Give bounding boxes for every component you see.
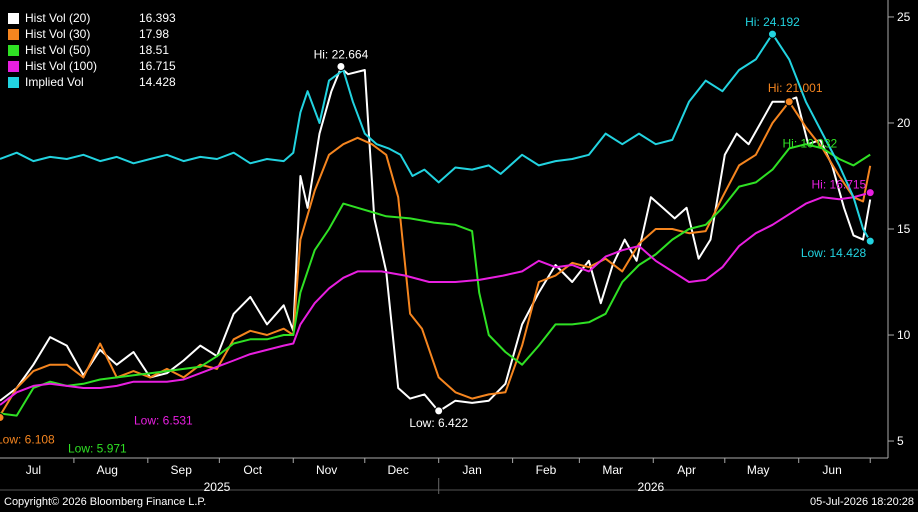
x-tick-label: Feb xyxy=(536,463,557,477)
x-tick-label: Mar xyxy=(602,463,623,477)
legend-last-value: 16.715 xyxy=(139,59,176,73)
legend-item: Hist Vol (50) 18.51 xyxy=(8,42,176,58)
annotation-label: Low: 6.108 xyxy=(0,433,55,447)
annotation-marker xyxy=(434,406,444,416)
y-tick-label: 15 xyxy=(897,222,911,236)
series-line-hist-vol-50- xyxy=(0,143,871,417)
annotation-label: Low: 14.428 xyxy=(801,246,867,260)
x-tick-label: Sep xyxy=(171,463,193,477)
y-tick-label: 25 xyxy=(897,10,911,24)
legend-swatch xyxy=(8,44,19,56)
legend-swatch xyxy=(8,60,19,72)
annotation-label: Low: 6.531 xyxy=(134,414,193,428)
x-tick-label: Jun xyxy=(822,463,841,477)
year-label: 2026 xyxy=(638,480,665,494)
annotation-label: Hi: 24.192 xyxy=(745,15,800,29)
legend-series-name: Hist Vol (50) xyxy=(25,43,91,57)
annotation-label: Low: 5.971 xyxy=(68,441,127,455)
annotation-label: Hi: 19.032 xyxy=(783,137,838,151)
timestamp-text: 05-Jul-2026 18:20:28 xyxy=(810,496,914,508)
annotation-label: Hi: 16.715 xyxy=(812,178,867,192)
legend-swatch xyxy=(8,76,19,88)
x-tick-label: Jul xyxy=(26,463,41,477)
legend-item: Hist Vol (20) 16.393 xyxy=(8,10,176,26)
series-line-hist-vol-30- xyxy=(0,100,872,417)
annotation-marker xyxy=(784,97,794,107)
legend-last-value: 16.393 xyxy=(139,11,176,25)
annotation-label: Low: 6.422 xyxy=(409,416,468,430)
annotation-marker xyxy=(767,29,777,39)
annotation-marker xyxy=(865,236,875,246)
x-tick-label: Aug xyxy=(97,463,118,477)
y-tick-label: 10 xyxy=(897,328,911,342)
x-tick-label: Apr xyxy=(677,463,696,477)
legend-item: Hist Vol (100) 16.715 xyxy=(8,58,176,74)
annotation-marker xyxy=(865,188,875,198)
legend-last-value: 14.428 xyxy=(139,75,176,89)
y-tick-label: 5 xyxy=(897,434,904,448)
legend-item: Hist Vol (30) 17.98 xyxy=(8,26,176,42)
legend-series-name: Hist Vol (30) xyxy=(25,27,91,41)
annotation-marker xyxy=(336,61,346,71)
y-tick-label: 20 xyxy=(897,116,911,130)
annotation-label: Hi: 22.664 xyxy=(314,47,369,61)
x-tick-label: Nov xyxy=(316,463,337,477)
x-tick-label: Dec xyxy=(387,463,408,477)
x-tick-label: Jan xyxy=(462,463,481,477)
series-line-hist-vol-20- xyxy=(0,66,872,413)
x-tick-label: May xyxy=(747,463,770,477)
legend-last-value: 17.98 xyxy=(139,27,170,41)
annotation-label: Hi: 21.001 xyxy=(768,81,823,95)
legend-last-value: 18.51 xyxy=(139,43,170,57)
year-label: 2025 xyxy=(204,480,231,494)
series-line-hist-vol-100- xyxy=(0,191,871,406)
legend-item: Implied Vol 14.428 xyxy=(8,74,176,90)
copyright-text: Copyright© 2026 Bloomberg Finance L.P. xyxy=(4,496,207,508)
x-tick-label: Oct xyxy=(243,463,262,477)
legend-series-name: Implied Vol xyxy=(25,75,84,89)
chart-legend: Hist Vol (20) 16.393 Hist Vol (30) 17.98 His… xyxy=(8,10,176,90)
legend-swatch xyxy=(8,28,19,40)
series-line-implied-vol xyxy=(0,32,872,242)
legend-series-name: Hist Vol (100) xyxy=(25,59,98,73)
annotation-marker xyxy=(0,413,5,423)
legend-swatch xyxy=(8,12,19,24)
legend-series-name: Hist Vol (20) xyxy=(25,11,91,25)
